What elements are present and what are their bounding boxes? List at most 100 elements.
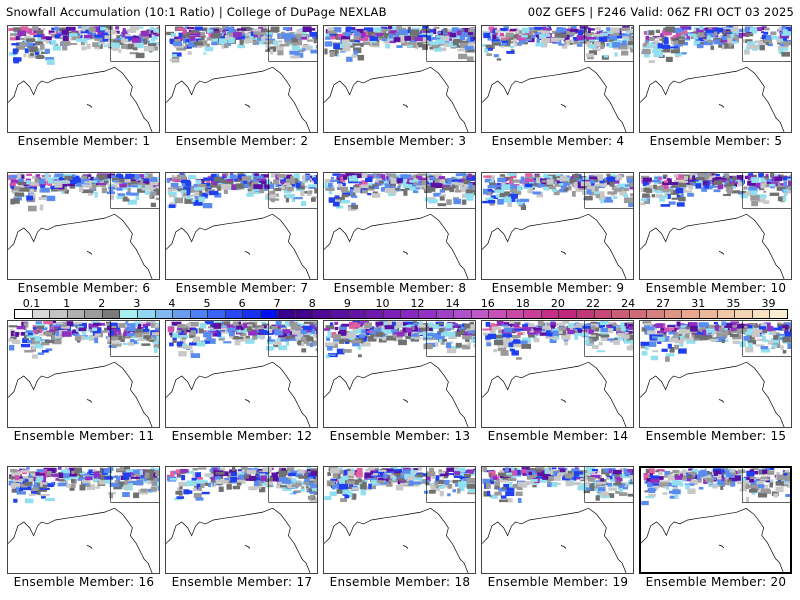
snowfall-cell [390, 321, 396, 326]
snowfall-cell [99, 181, 107, 184]
snowfall-cell [243, 476, 253, 479]
snowfall-cell [681, 30, 688, 34]
member-map-panel[interactable] [7, 320, 160, 428]
member-map-panel[interactable] [481, 172, 634, 280]
snowfall-cell [60, 321, 67, 327]
snowfall-cell [309, 328, 316, 334]
snowfall-cell [386, 483, 393, 487]
snowfall-cell [87, 32, 97, 37]
snowfall-cell [437, 338, 447, 342]
snowfall-cell [31, 354, 38, 359]
member-map-panel[interactable] [323, 172, 476, 280]
snowfall-cell [613, 188, 623, 192]
snowfall-cell [743, 335, 750, 341]
snowfall-cell [436, 39, 445, 45]
snowfall-cell [730, 327, 735, 332]
member-map-panel[interactable] [165, 466, 318, 574]
snowfall-cell [483, 333, 492, 336]
member-map-panel[interactable] [323, 25, 476, 133]
snowfall-cell [289, 492, 293, 495]
snowfall-cell [70, 479, 75, 484]
snowfall-cell [301, 334, 311, 338]
snowfall-cell [248, 486, 258, 491]
snowfall-cell [36, 325, 44, 329]
member-map-panel[interactable] [639, 25, 792, 133]
snowfall-cell [404, 35, 412, 41]
snowfall-cell [175, 197, 183, 204]
snowfall-cell [527, 330, 538, 336]
snowfall-cell [675, 29, 684, 33]
member-map-panel[interactable] [481, 25, 634, 133]
colorbar-label: 18 [515, 297, 530, 310]
snowfall-cell [196, 45, 207, 48]
snowfall-cell [758, 173, 764, 178]
snowfall-cell [539, 332, 548, 336]
snowfall-cell [782, 336, 791, 343]
member-map-panel[interactable] [639, 320, 792, 428]
snowfall-cell [602, 40, 613, 43]
snowfall-cell [723, 194, 731, 197]
snowfall-cell [450, 341, 454, 344]
snowfall-cell [238, 336, 249, 342]
member-map-panel[interactable] [481, 466, 634, 574]
snowfall-cell [345, 476, 355, 480]
snowfall-cell [441, 181, 448, 187]
snowfall-cell [534, 26, 544, 30]
snowfall-cell [600, 198, 604, 204]
snowfall-cell [660, 184, 669, 191]
snowfall-cell [492, 28, 497, 34]
member-map-panel[interactable] [165, 320, 318, 428]
snowfall-cell [237, 174, 246, 179]
snowfall-cell [261, 321, 266, 325]
snowfall-cell [272, 187, 277, 192]
snowfall-cell [398, 339, 407, 346]
member-map-panel[interactable] [323, 320, 476, 428]
snowfall-cell [10, 179, 21, 184]
member-map-panel[interactable] [481, 320, 634, 428]
snowfall-cell [525, 468, 533, 472]
snowfall-cell [248, 329, 257, 336]
member-map-panel[interactable] [7, 466, 160, 574]
snowfall-cell [49, 329, 58, 332]
snowfall-cell [308, 185, 317, 189]
snowfall-cell [44, 173, 50, 179]
snowfall-cell [62, 177, 69, 183]
snowfall-cell [26, 336, 34, 339]
snowfall-cell [293, 480, 302, 483]
snowfall-cell [600, 32, 608, 36]
snowfall-cell [464, 331, 473, 336]
snowfall-cell [308, 337, 314, 342]
snowfall-cell [440, 339, 445, 345]
snowfall-cell [429, 46, 433, 50]
snowfall-cell [242, 183, 249, 189]
snowfall-cell [346, 480, 355, 485]
member-map-panel[interactable] [7, 25, 160, 133]
snowfall-cell [220, 331, 229, 334]
snowfall-cell [700, 174, 710, 179]
snowfall-cell [466, 469, 474, 474]
snowfall-cell [693, 40, 701, 46]
snowfall-cell [252, 188, 260, 192]
member-map-panel[interactable] [323, 466, 476, 574]
snowfall-cell [439, 179, 445, 184]
snowfall-cell [327, 27, 335, 33]
snowfall-cell [340, 50, 346, 53]
snowfall-cell [337, 181, 343, 184]
snowfall-cell [42, 484, 47, 489]
snowfall-cell [198, 196, 205, 203]
snowfall-cell [763, 200, 770, 204]
member-map-panel[interactable] [165, 172, 318, 280]
member-map-panel[interactable] [165, 25, 318, 133]
snowfall-cell [61, 189, 69, 194]
snowfall-cell [532, 30, 538, 33]
snowfall-cell [630, 47, 633, 53]
snowfall-cell [115, 26, 120, 30]
snowfall-cell [582, 37, 591, 44]
snowfall-cell [374, 44, 380, 48]
member-map-panel[interactable] [7, 172, 160, 280]
snowfall-cell [496, 58, 502, 61]
snowfall-cell [403, 467, 411, 471]
member-map-panel[interactable] [639, 172, 792, 280]
snowfall-cell [375, 331, 384, 337]
snowfall-cell [384, 472, 392, 476]
